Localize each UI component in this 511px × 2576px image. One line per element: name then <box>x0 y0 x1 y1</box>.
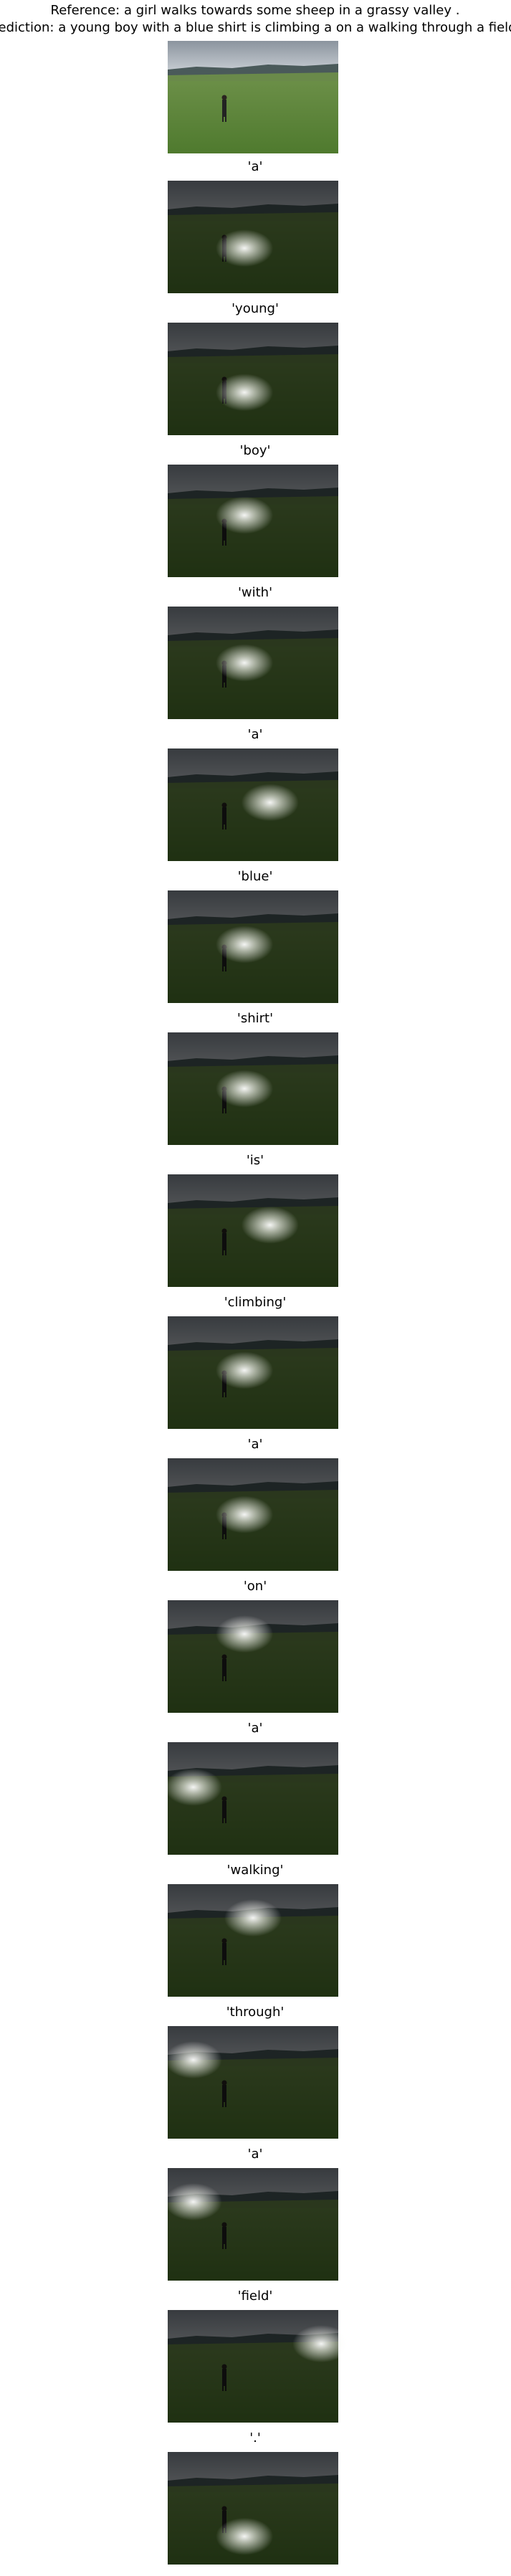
attention-glow <box>216 1070 274 1108</box>
attention-glow <box>241 1206 299 1244</box>
word-label: 'a' <box>248 159 263 174</box>
attention-glow <box>216 1615 274 1653</box>
original-image <box>168 41 338 153</box>
word-label: 'a' <box>248 2147 263 2162</box>
word-label: 'field' <box>238 2289 273 2304</box>
word-label: 'boy' <box>240 443 271 458</box>
word-label: 'a' <box>248 727 263 742</box>
attention-glow <box>292 2325 350 2363</box>
word-label: 'with' <box>238 585 272 600</box>
attention-glow <box>164 2041 222 2079</box>
attention-glow <box>164 1768 222 1806</box>
word-label: 'young' <box>231 301 279 316</box>
word-label: 'a' <box>248 1437 263 1452</box>
word-label: 'on' <box>244 1579 267 1594</box>
word-label: 'climbing' <box>224 1295 287 1310</box>
attention-glow <box>216 1496 274 1534</box>
attention-glow <box>216 926 274 964</box>
attention-glow <box>216 374 274 412</box>
attention-glow <box>241 784 299 822</box>
attention-glow <box>216 229 274 267</box>
attention-glow <box>216 644 274 682</box>
word-label: 'blue' <box>238 869 273 884</box>
attention-glow <box>224 1899 282 1937</box>
word-label: 'walking' <box>227 1863 284 1878</box>
word-label: 'a' <box>248 1721 263 1736</box>
reference-caption: Reference: a girl walks towards some she… <box>51 3 460 18</box>
attention-glow <box>216 1351 274 1389</box>
word-label: '.' <box>249 2430 261 2446</box>
word-label: 'through' <box>226 2005 285 2020</box>
attention-glow <box>164 2183 222 2221</box>
word-label: 'is' <box>247 1153 264 1168</box>
attention-glow <box>216 2517 274 2555</box>
attention-glow <box>216 496 274 534</box>
word-label: 'shirt' <box>237 1011 273 1026</box>
prediction-caption: Prediction: a young boy with a blue shir… <box>0 20 511 35</box>
